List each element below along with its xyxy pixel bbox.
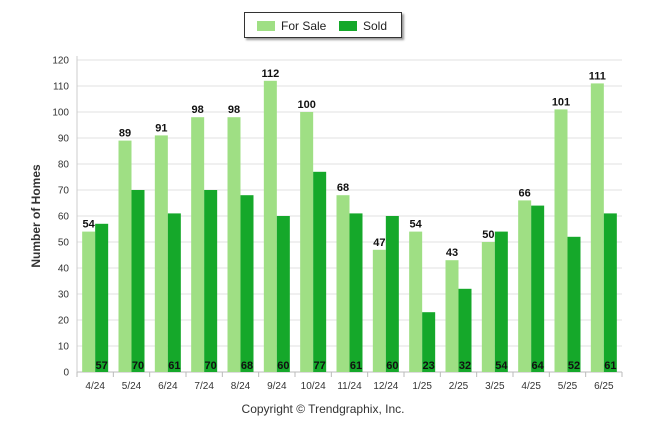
data-label-for-sale: 54 xyxy=(83,219,96,231)
data-label-sold: 70 xyxy=(132,360,144,372)
legend-swatch-sold xyxy=(339,21,357,31)
data-label-sold: 77 xyxy=(314,360,326,372)
x-tick-label: 4/24 xyxy=(85,381,105,392)
bar-sold xyxy=(385,216,399,372)
bar-for-sale xyxy=(191,117,205,372)
data-label-for-sale: 66 xyxy=(519,187,531,199)
data-label-for-sale: 91 xyxy=(155,122,167,134)
bar-sold xyxy=(349,213,363,372)
data-label-for-sale: 100 xyxy=(297,99,315,111)
y-tick-label: 110 xyxy=(53,82,69,93)
bar-sold xyxy=(494,231,508,372)
x-tick-label: 3/25 xyxy=(485,381,505,392)
data-label-sold: 61 xyxy=(350,360,362,372)
bar-sold xyxy=(458,288,472,372)
data-label-for-sale: 50 xyxy=(482,229,494,241)
x-tick-label: 10/24 xyxy=(301,381,326,392)
x-tick-label: 6/24 xyxy=(158,381,178,392)
chart-legend: For Sale Sold xyxy=(244,12,402,38)
y-axis-label: Number of Homes xyxy=(29,164,43,268)
y-tick-label: 30 xyxy=(58,290,70,301)
x-tick-label: 12/24 xyxy=(373,381,398,392)
bar-sold xyxy=(531,205,545,372)
y-tick-label: 40 xyxy=(58,264,70,275)
data-label-sold: 57 xyxy=(96,360,108,372)
bar-for-sale xyxy=(227,117,241,372)
x-tick-label: 2/25 xyxy=(449,381,469,392)
data-label-for-sale: 43 xyxy=(446,247,458,259)
legend-label-for-sale: For Sale xyxy=(281,19,327,33)
bar-for-sale xyxy=(263,80,277,373)
bar-for-sale xyxy=(481,242,495,372)
y-tick-label: 90 xyxy=(58,134,70,145)
y-tick-label: 10 xyxy=(58,342,70,353)
data-label-for-sale: 111 xyxy=(589,70,606,82)
bar-for-sale xyxy=(518,200,532,372)
data-label-sold: 68 xyxy=(241,360,253,372)
data-label-sold: 23 xyxy=(423,360,435,372)
bar-sold xyxy=(240,195,254,372)
bar-sold xyxy=(422,312,436,372)
bar-sold xyxy=(131,190,145,372)
data-label-sold: 60 xyxy=(277,360,289,372)
x-tick-label: 5/25 xyxy=(558,381,578,392)
x-tick-label: 4/25 xyxy=(521,381,541,392)
y-tick-label: 20 xyxy=(58,316,70,327)
x-tick-label: 7/24 xyxy=(194,381,214,392)
data-label-for-sale: 54 xyxy=(410,219,423,231)
bar-sold xyxy=(167,213,181,372)
bar-sold xyxy=(567,236,581,372)
x-tick-label: 6/25 xyxy=(594,381,614,392)
bar-for-sale xyxy=(445,260,459,372)
data-label-sold: 52 xyxy=(568,360,580,372)
legend-swatch-for-sale xyxy=(257,21,275,31)
bar-sold xyxy=(204,190,218,372)
x-tick-label: 5/24 xyxy=(122,381,142,392)
data-label-for-sale: 101 xyxy=(552,96,570,108)
data-label-for-sale: 89 xyxy=(119,128,131,140)
bar-sold xyxy=(313,171,327,372)
y-tick-label: 50 xyxy=(58,238,70,249)
data-label-for-sale: 47 xyxy=(373,237,385,249)
bar-sold xyxy=(603,213,617,372)
y-tick-label: 80 xyxy=(58,160,70,171)
data-label-sold: 64 xyxy=(532,360,545,372)
bar-for-sale xyxy=(590,83,604,373)
bar-sold xyxy=(276,216,290,372)
data-label-sold: 32 xyxy=(459,360,471,372)
data-label-sold: 70 xyxy=(205,360,217,372)
data-label-for-sale: 68 xyxy=(337,182,349,194)
y-tick-label: 120 xyxy=(52,56,69,67)
data-label-sold: 54 xyxy=(495,360,508,372)
bar-sold xyxy=(95,223,109,372)
bar-for-sale xyxy=(154,135,168,372)
y-tick-label: 60 xyxy=(58,212,70,223)
bar-for-sale xyxy=(82,231,96,372)
data-label-for-sale: 112 xyxy=(261,68,279,80)
legend-label-sold: Sold xyxy=(363,19,388,33)
x-tick-label: 11/24 xyxy=(337,381,362,392)
x-tick-label: 8/24 xyxy=(231,381,251,392)
bar-for-sale xyxy=(554,109,568,373)
y-tick-label: 100 xyxy=(52,108,69,119)
x-tick-label: 1/25 xyxy=(412,381,432,392)
y-tick-label: 0 xyxy=(63,368,69,379)
data-label-for-sale: 98 xyxy=(228,104,240,116)
bar-for-sale xyxy=(372,249,386,372)
data-label-for-sale: 98 xyxy=(192,104,204,116)
y-tick-label: 70 xyxy=(58,186,70,197)
data-label-sold: 61 xyxy=(168,360,180,372)
bar-for-sale xyxy=(300,112,314,372)
copyright-text: Copyright © Trendgraphix, Inc. xyxy=(241,402,405,416)
bar-for-sale xyxy=(118,140,132,372)
data-label-sold: 60 xyxy=(386,360,398,372)
bar-for-sale xyxy=(409,231,423,372)
data-label-sold: 61 xyxy=(604,360,616,372)
x-tick-label: 9/24 xyxy=(267,381,287,392)
bar-for-sale xyxy=(336,195,350,372)
